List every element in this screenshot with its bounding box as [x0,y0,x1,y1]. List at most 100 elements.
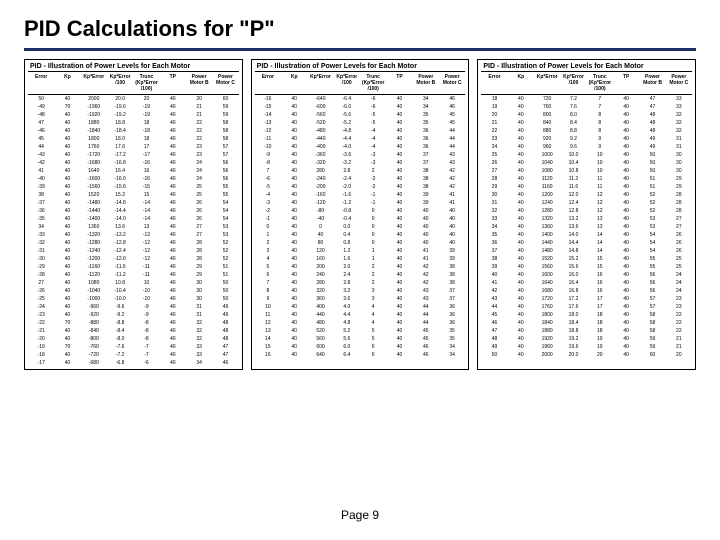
table-cell: 28 [186,255,212,263]
table-cell: -9.6 [107,303,133,311]
table-cell: 40 [508,351,534,359]
table-cell: 48 [212,327,238,335]
table-cell: 40 [281,351,307,359]
table-cell: 40 [439,239,465,247]
table-row: -1340-520-5.2-5403545 [255,119,466,127]
table-cell: 41 [413,247,439,255]
table-cell: 10 [133,279,159,287]
table-cell: 13 [587,223,613,231]
table-cell: -12.4 [107,247,133,255]
table-cell: 1960 [534,343,560,351]
table-cell: 41 [413,255,439,263]
table-cell: 880 [534,127,560,135]
table-cell: 45 [439,111,465,119]
table-cell: 24 [186,167,212,175]
table-cell: 57 [639,295,665,303]
table-cell: 11.6 [560,183,586,191]
table-cell: 40 [281,103,307,111]
table-row: -1540-600-6.0-6403446 [255,103,466,111]
table-cell: 51 [212,271,238,279]
table-row: -2040-800-8.0-8403248 [28,335,239,343]
table-cell: 44 [439,135,465,143]
table-cell: -10.4 [107,287,133,295]
table-cell: -2.0 [334,183,360,191]
table-cell: -1920 [81,111,107,119]
table-cell: 6 [360,343,386,351]
table-cell: 35 [413,119,439,127]
table-cell: -8.8 [107,319,133,327]
table-cell: 46 [481,319,507,327]
table-cell: -12.0 [107,255,133,263]
table-cell: 7 [255,279,281,287]
table-cell: 50 [28,95,54,103]
table-cell: 23 [666,295,692,303]
table-row: -840-320-3.2-3403743 [255,159,466,167]
table-cell: 40 [413,223,439,231]
table-cell: -14.8 [107,199,133,207]
table-cell: -28 [28,271,54,279]
table-cell: 16.4 [107,167,133,175]
table-row: 4240168016.816405624 [481,287,692,295]
panel-1: PID - Illustration of Power Levels for E… [24,59,243,370]
table-cell: -10.0 [107,295,133,303]
table-row: 18407207.27404733 [481,95,692,103]
table-cell: 40 [613,119,639,127]
table-cell: -25 [28,295,54,303]
table-cell: 440 [307,311,333,319]
table-cell: -5 [360,111,386,119]
table-cell: 24 [666,287,692,295]
table-cell: 40 [386,143,412,151]
table-cell: 40 [54,311,80,319]
table-cell: 40 [386,183,412,191]
table-cell: 16.4 [560,279,586,287]
table-cell: 0 [360,223,386,231]
table-cell: 20 [666,351,692,359]
table-row: 6402402.42404238 [255,271,466,279]
table-cell: 40 [160,159,186,167]
table-cell: 8.0 [560,111,586,119]
table-cell: 40 [54,95,80,103]
table-cell: 1040 [534,159,560,167]
table-cell: 24 [186,175,212,183]
table-cell: 19.6 [560,343,586,351]
table-cell: 47 [481,327,507,335]
table-cell: -21 [28,327,54,335]
table-cell: 53 [639,223,665,231]
table-cell: 14.8 [560,247,586,255]
table-cell: -240 [307,175,333,183]
table-cell: 40 [508,287,534,295]
table-cell: 49 [639,135,665,143]
table-row: 2740108010.810403050 [28,279,239,287]
table-row: -4340-1720-17.2-17402357 [28,151,239,159]
table-cell: 40 [508,223,534,231]
table-cell: -8 [255,159,281,167]
table-cell: -15.6 [107,183,133,191]
table-cell: 42 [439,167,465,175]
table-cell: 40 [613,271,639,279]
table-cell: 60 [212,95,238,103]
table-cell: 22 [666,319,692,327]
table-cell: 40 [508,231,534,239]
table-cell: 8.4 [560,119,586,127]
table-cell: 35 [439,327,465,335]
table-row: -640-240-2.4-2403842 [255,175,466,183]
table-cell: 11.2 [560,175,586,183]
table-cell: 47 [639,103,665,111]
table-cell: 57 [639,303,665,311]
table-cell: 19 [481,103,507,111]
table-cell: 40 [508,295,534,303]
col-header: Power Motor C [212,72,238,94]
table-cell: 35 [439,335,465,343]
table-cell: -12 [255,127,281,135]
table-row: -3740-1480-14.8-14402654 [28,199,239,207]
table-cell: -1 [255,215,281,223]
table-cell: 43 [481,295,507,303]
table-cell: -1 [360,191,386,199]
table-cell: 38 [439,279,465,287]
table-cell: 20 [481,111,507,119]
table-cell: 29 [186,263,212,271]
table-cell: 1360 [81,223,107,231]
table-cell: 52 [212,239,238,247]
table-row: -2340-920-9.2-9403149 [28,311,239,319]
table-cell: 1360 [534,223,560,231]
